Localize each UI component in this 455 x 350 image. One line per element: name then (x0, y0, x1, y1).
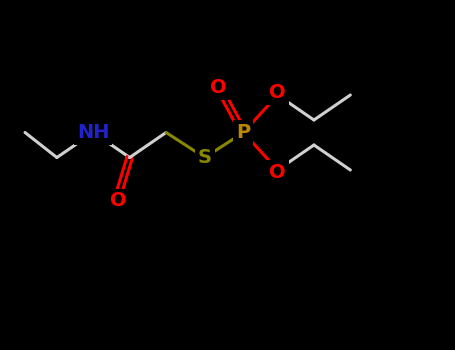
Text: P: P (236, 123, 251, 142)
Text: S: S (198, 148, 212, 167)
Text: O: O (210, 78, 227, 97)
Text: O: O (110, 191, 126, 210)
Text: O: O (269, 83, 286, 102)
Text: O: O (269, 163, 286, 182)
Text: NH: NH (77, 123, 110, 142)
